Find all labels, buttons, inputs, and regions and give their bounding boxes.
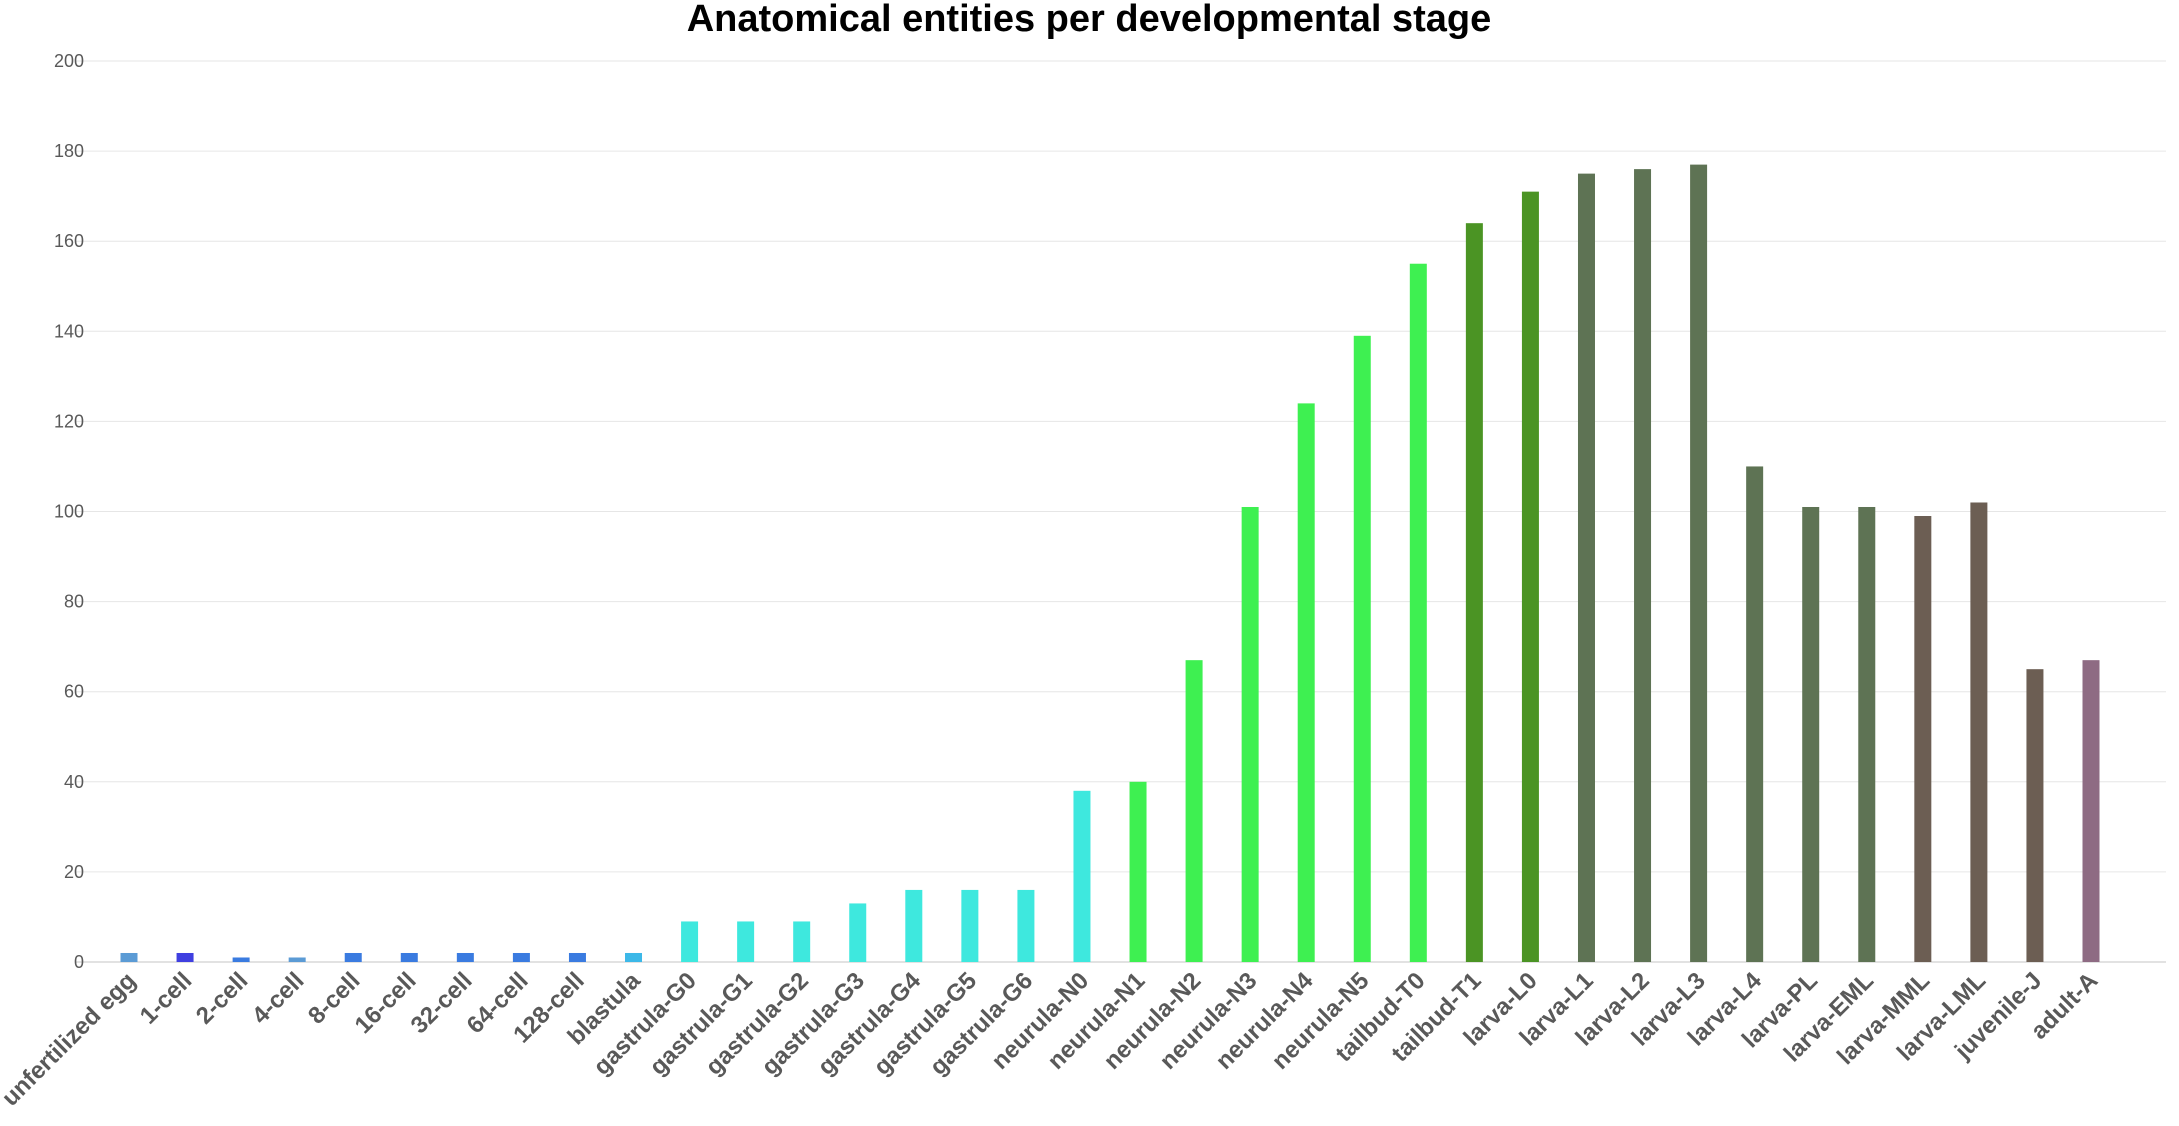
bar-neurula-N1 — [1129, 781, 1147, 962]
bar-juvenile-J — [2026, 669, 2044, 962]
bar-64-cell — [512, 952, 530, 962]
x-tick-label: 16-cell — [350, 967, 422, 1039]
x-axis-ticks: unfertilized egg1-cell2-cell4-cell8-cell… — [0, 967, 2103, 1112]
bar-gastrula-G5 — [961, 889, 979, 962]
bar-larva-L0 — [1521, 191, 1539, 962]
bar-larva-L2 — [1634, 169, 1652, 962]
x-tick-label: unfertilized egg — [0, 967, 141, 1111]
y-tick-label: 120 — [54, 411, 84, 431]
x-tick-label: 2-cell — [191, 967, 253, 1029]
bar-2-cell — [232, 957, 250, 962]
bar-neurula-N3 — [1241, 506, 1259, 962]
y-tick-label: 60 — [64, 682, 84, 702]
bar-gastrula-G6 — [1017, 889, 1035, 962]
bar-larva-L3 — [1690, 164, 1708, 963]
y-tick-label: 160 — [54, 231, 84, 251]
gridlines — [76, 60, 2166, 963]
y-tick-label: 40 — [64, 772, 84, 792]
x-tick-label: 4-cell — [247, 967, 309, 1029]
bars — [120, 164, 2100, 963]
bar-8-cell — [344, 952, 362, 962]
bar-16-cell — [400, 952, 418, 962]
y-tick-label: 100 — [54, 502, 84, 522]
y-tick-label: 200 — [54, 51, 84, 71]
bar-adult-A — [2082, 660, 2100, 962]
y-tick-label: 0 — [74, 952, 84, 972]
bar-larva-EML — [1858, 506, 1876, 962]
y-tick-label: 140 — [54, 321, 84, 341]
bar-gastrula-G0 — [681, 921, 699, 962]
bar-larva-MML — [1914, 516, 1932, 962]
x-tick-label: 1-cell — [135, 967, 197, 1029]
bar-neurula-N2 — [1185, 660, 1203, 962]
bar-tailbud-T0 — [1409, 263, 1427, 963]
bar-gastrula-G4 — [905, 889, 923, 962]
bar-gastrula-G3 — [849, 903, 867, 962]
y-axis-ticks: 0 20 40 60 80 100 120 140 160 180 200 — [54, 51, 84, 972]
bar-4-cell — [288, 957, 306, 962]
bar-128-cell — [568, 952, 586, 962]
y-tick-label: 20 — [64, 862, 84, 882]
y-tick-label: 80 — [64, 592, 84, 612]
bar-neurula-N5 — [1353, 335, 1371, 962]
bar-larva-L4 — [1746, 466, 1764, 962]
bar-gastrula-G1 — [737, 921, 755, 962]
bar-larva-L1 — [1577, 173, 1595, 962]
x-tick-label: 32-cell — [406, 967, 478, 1039]
bar-neurula-N4 — [1297, 403, 1315, 962]
bar-unfertilized-egg — [120, 952, 138, 962]
bar-gastrula-G2 — [793, 921, 811, 962]
bar-32-cell — [456, 952, 474, 962]
bar-larva-PL — [1802, 506, 1820, 962]
bar-larva-LML — [1970, 502, 1988, 962]
bar-neurula-N0 — [1073, 790, 1091, 962]
chart-title: Anatomical entities per developmental st… — [687, 0, 1492, 40]
bar-1-cell — [176, 952, 194, 962]
y-tick-label: 180 — [54, 141, 84, 161]
bar-blastula — [625, 952, 643, 962]
bar-tailbud-T1 — [1465, 223, 1483, 962]
